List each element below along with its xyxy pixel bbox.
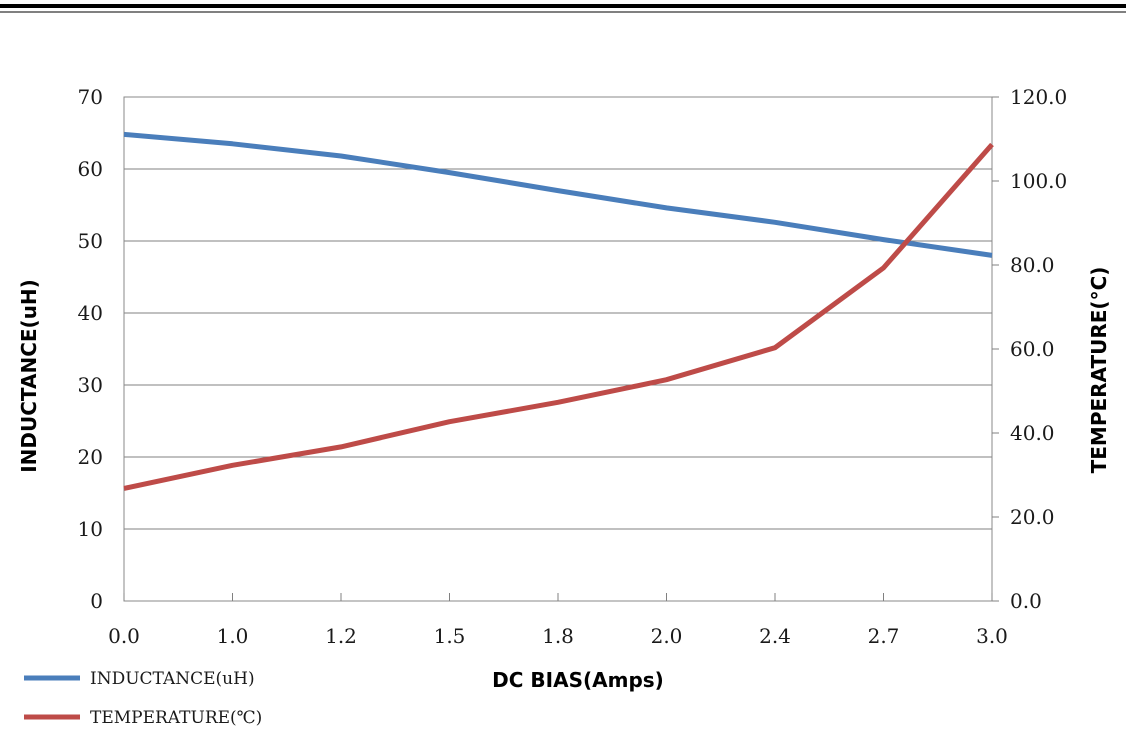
x-tick-label: 3.0: [976, 624, 1008, 648]
y-right-tick-label: 40.0: [1010, 421, 1055, 445]
series-line-temperature: [123, 142, 994, 491]
legend-label-inductance: INDUCTANCE(uH): [90, 669, 255, 689]
y-left-tick-labels: 0 10 20 30 40 50 60 70: [78, 85, 103, 613]
legend-label-temperature: TEMPERATURE(℃): [90, 708, 262, 728]
y-right-axis-title: TEMPERATURE(°C): [1087, 267, 1111, 474]
y-right-tick-label: 80.0: [1010, 253, 1055, 277]
x-tick-label: 1.2: [325, 624, 357, 648]
y-left-tick-label: 30: [78, 373, 103, 397]
x-tick-label: 2.7: [868, 624, 900, 648]
y-left-tick-label: 20: [78, 445, 103, 469]
x-tick-label: 1.0: [217, 624, 249, 648]
legend: INDUCTANCE(uH) TEMPERATURE(℃): [24, 669, 262, 728]
x-tick-label: 1.8: [542, 624, 574, 648]
y-right-tick-label: 0.0: [1010, 589, 1042, 613]
x-axis-title: DC BIAS(Amps): [492, 668, 664, 692]
y-right-tick-label: 100.0: [1010, 169, 1067, 193]
y-right-tick-labels: 0.0 20.0 40.0 60.0 80.0 100.0 120.0: [992, 85, 1067, 613]
y-right-tick-label: 60.0: [1010, 337, 1055, 361]
x-tick-label: 2.0: [651, 624, 683, 648]
x-tick-label: 0.0: [108, 624, 140, 648]
y-left-tick-label: 70: [78, 85, 103, 109]
y-right-tick-label: 20.0: [1010, 505, 1055, 529]
x-tick-label: 2.4: [759, 624, 791, 648]
x-tick-label: 1.5: [434, 624, 466, 648]
y-left-tick-label: 0: [90, 589, 103, 613]
series-lines: [123, 131, 994, 491]
y-right-tick-label: 120.0: [1010, 85, 1067, 109]
series-line-inductance: [123, 131, 993, 258]
x-axis-ticks: 0.0 1.0 1.2 1.5 1.8 2.0 2.4 2.7 3.0: [108, 593, 1008, 648]
y-left-tick-label: 10: [78, 517, 103, 541]
y-left-axis-title: INDUCTANCE(uH): [17, 279, 41, 473]
y-left-tick-label: 60: [78, 157, 103, 181]
y-left-tick-label: 50: [78, 229, 103, 253]
plot-frame: [123, 96, 993, 602]
y-left-tick-label: 40: [78, 301, 103, 325]
